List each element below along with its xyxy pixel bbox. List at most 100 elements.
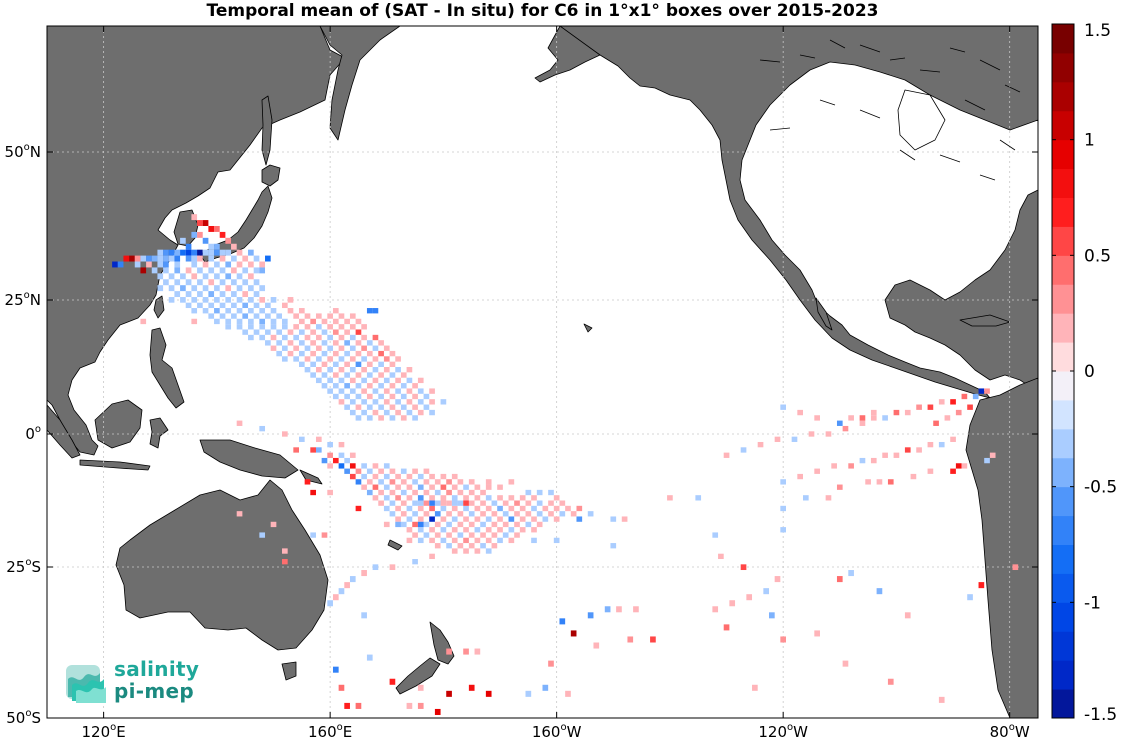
heatmap-cell (423, 404, 430, 410)
heatmap-cell (406, 537, 413, 544)
heatmap-cell (797, 409, 803, 416)
heatmap-cell (208, 255, 215, 262)
heatmap-cell (491, 500, 498, 506)
heatmap-cell (117, 261, 124, 268)
land-baja (815, 297, 833, 331)
heatmap-cell (265, 340, 271, 346)
colorbar-segment (1052, 660, 1074, 690)
lat-tick-label: 50oN (5, 142, 41, 161)
heatmap-cell (344, 582, 350, 589)
heatmap-cell (502, 521, 509, 528)
heatmap-cell (321, 340, 328, 346)
heatmap-cell (406, 473, 413, 480)
heatmap-cell (378, 383, 384, 389)
heatmap-cell (298, 308, 305, 314)
heatmap-cell (440, 527, 447, 533)
land-tasmania (281, 661, 297, 681)
heatmap-cell (400, 511, 407, 517)
heatmap-cell (157, 249, 164, 256)
heatmap-cell (446, 543, 452, 549)
heatmap-cell (327, 367, 333, 373)
heatmap-cell (446, 521, 452, 528)
land-sakhalin (261, 95, 273, 166)
colorbar-segment (1052, 110, 1074, 141)
heatmap-cell (332, 457, 339, 464)
heatmap-cell (383, 409, 390, 416)
heatmap-cell (361, 463, 367, 469)
heatmap-cell (163, 267, 169, 274)
heatmap-cell (429, 473, 435, 480)
heatmap-cell (463, 505, 469, 512)
heatmap-cell (304, 356, 311, 362)
heatmap-cell (248, 261, 254, 268)
land-north-america (559, 26, 1038, 399)
heatmap-cell (927, 468, 934, 474)
heatmap-cell (468, 479, 475, 485)
map-frame (46, 25, 1039, 719)
heatmap-cell (338, 324, 345, 330)
heatmap-cell (514, 511, 520, 517)
heatmap-cell (219, 255, 226, 262)
heatmap-cell (338, 388, 345, 394)
heatmap-cell (214, 243, 220, 250)
heatmap-cell (457, 500, 464, 506)
colorbar-segment (1052, 342, 1074, 372)
coastline-detail (759, 39, 1021, 181)
heatmap-cell (236, 511, 243, 517)
heatmap-cell (457, 489, 464, 496)
heatmap-cell (134, 261, 141, 268)
heatmap-cell (474, 527, 481, 533)
heatmap-cell (474, 537, 481, 544)
heatmap-cell (570, 630, 577, 637)
heatmap-cell (214, 226, 220, 232)
heatmap-cell (378, 350, 384, 357)
heatmap-cell (383, 377, 390, 384)
heatmap-cell (361, 612, 367, 619)
heatmap-cell (508, 516, 515, 522)
heatmap-cell (253, 291, 260, 298)
heatmap-cell (327, 313, 333, 319)
heatmap-cell (502, 500, 509, 506)
heatmap-cell (910, 473, 917, 480)
heatmap-cell (355, 415, 362, 421)
heatmap-cell (763, 588, 770, 595)
heatmap-cell (338, 399, 345, 405)
heatmap-cell (321, 329, 328, 335)
heatmap-cell (202, 308, 209, 314)
heatmap-cell (417, 484, 424, 490)
heatmap-cell (185, 279, 192, 286)
heatmap-cell (265, 313, 271, 319)
heatmap-cell (298, 436, 305, 442)
heatmap-cell (344, 350, 350, 357)
heatmap-cell (180, 285, 186, 292)
heatmap-cell (400, 372, 407, 378)
heatmap-cell (480, 511, 486, 517)
heatmap-cell (395, 409, 401, 416)
heatmap-cell (298, 361, 305, 367)
heatmap-cell (259, 297, 266, 303)
lat-tick-label: 25oS (6, 557, 41, 576)
heatmap-cell (163, 279, 169, 286)
heatmap-cell (395, 505, 401, 512)
heatmap-cell (315, 436, 322, 442)
heatmap-cell (950, 436, 956, 442)
heatmap-cell (497, 484, 503, 490)
heatmap-cell (242, 291, 249, 298)
heatmap-cell (412, 383, 418, 389)
heatmap-cell (451, 548, 458, 554)
heatmap-cell (248, 285, 254, 292)
heatmap-cell (955, 409, 962, 416)
heatmap-cell (185, 249, 192, 256)
heatmap-cell (525, 511, 532, 517)
heatmap-cell (440, 505, 447, 512)
heatmap-cell (259, 532, 266, 538)
heatmap-cell (270, 521, 277, 528)
heatmap-cell (236, 420, 243, 426)
heatmap-cell (265, 302, 271, 309)
heatmap-cell (451, 505, 458, 512)
heatmap-cell (327, 356, 333, 362)
heatmap-cell (349, 409, 356, 416)
heatmap-cell (242, 329, 249, 335)
heatmap-cell (904, 612, 911, 619)
heatmap-cell (423, 500, 430, 506)
